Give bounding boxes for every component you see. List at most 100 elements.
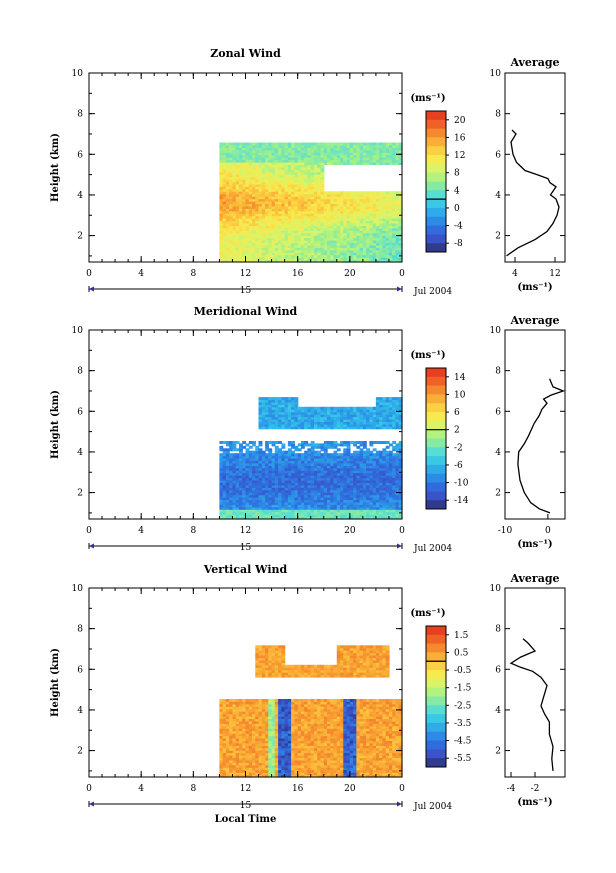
- heatmap-cell: [340, 480, 344, 483]
- heatmap-cell: [258, 506, 263, 510]
- heatmap-cell: [219, 477, 224, 481]
- heatmap-cell: [304, 455, 309, 459]
- heatmap-cell: [314, 198, 318, 202]
- heatmap-cell: [317, 465, 322, 469]
- heatmap-cell: [375, 401, 380, 405]
- heatmap-cell: [235, 142, 240, 146]
- heatmap-cell: [369, 450, 374, 454]
- heatmap-cell: [346, 455, 351, 459]
- heatmap-cell: [366, 227, 370, 231]
- heatmap-cell: [300, 181, 305, 185]
- heatmap-cell: [336, 249, 341, 253]
- heatmap-cell: [252, 227, 256, 231]
- heatmap-cell: [382, 220, 387, 224]
- heatmap-cell: [398, 472, 403, 476]
- heatmap-cell: [379, 159, 384, 163]
- heatmap-cell: [343, 448, 348, 452]
- heatmap-cell: [395, 472, 400, 476]
- heatmap-cell: [294, 144, 299, 148]
- heatmap-cell: [265, 401, 269, 405]
- heatmap-cell: [287, 480, 292, 483]
- heatmap-cell: [366, 205, 370, 209]
- heatmap-cell: [369, 416, 374, 420]
- heatmap-cell: [333, 482, 338, 486]
- heatmap-cell: [362, 154, 367, 158]
- heatmap-cell: [366, 462, 370, 466]
- heatmap-cell: [317, 198, 322, 202]
- heatmap-cell: [372, 465, 377, 469]
- heatmap-cell: [375, 259, 380, 263]
- heatmap-cell: [278, 441, 282, 444]
- heatmap-cell: [222, 142, 227, 146]
- heatmap-cell: [274, 404, 279, 408]
- heatmap-cell: [359, 240, 364, 244]
- heatmap-cell: [281, 220, 286, 224]
- colorbar: [426, 368, 446, 510]
- heatmap-cell: [304, 254, 309, 258]
- heatmap-cell: [300, 472, 305, 476]
- heatmap-cell: [284, 460, 289, 464]
- heatmap-cell: [281, 159, 286, 163]
- heatmap-cell: [310, 218, 315, 222]
- heatmap-cell: [353, 516, 357, 520]
- heatmap-cell: [389, 142, 393, 146]
- heatmap-cell: [375, 198, 380, 202]
- heatmap-cell: [284, 487, 289, 491]
- heatmap-cell: [265, 188, 269, 192]
- heatmap-cell: [261, 244, 266, 248]
- heatmap-cell: [274, 147, 279, 151]
- heatmap-cell: [336, 225, 341, 229]
- heatmap-cell: [304, 487, 309, 491]
- heatmap-cell: [258, 166, 263, 170]
- heatmap-cell: [307, 225, 312, 229]
- heatmap-cell: [258, 477, 263, 481]
- heatmap-cell: [307, 247, 312, 251]
- heatmap-cell: [271, 514, 276, 518]
- heatmap-cell: [346, 475, 351, 479]
- heatmap-cell: [346, 235, 351, 239]
- heatmap-cell: [287, 450, 292, 454]
- heatmap-cell: [261, 397, 266, 401]
- heatmap-cell: [239, 176, 243, 180]
- heatmap-cell: [382, 149, 387, 153]
- heatmap-cell: [297, 149, 302, 153]
- heatmap-cell: [229, 230, 234, 234]
- heatmap-cell: [287, 223, 292, 226]
- heatmap-cell: [382, 213, 387, 217]
- heatmap-cell: [327, 475, 331, 479]
- heatmap-cell: [327, 198, 331, 202]
- heatmap-cell: [398, 506, 403, 510]
- heatmap-cell: [353, 475, 357, 479]
- heatmap-cell: [284, 470, 289, 474]
- heatmap-cell: [252, 516, 256, 520]
- heatmap-cell: [245, 230, 250, 234]
- heatmap-cell: [369, 460, 374, 464]
- heatmap-cell: [278, 225, 282, 229]
- heatmap-cell: [320, 179, 325, 183]
- heatmap-cell: [356, 232, 361, 236]
- heatmap-cell: [258, 193, 263, 197]
- heatmap-cell: [356, 497, 361, 501]
- heatmap-cell: [307, 198, 312, 202]
- heatmap-cell: [336, 467, 341, 471]
- heatmap-cell: [274, 247, 279, 251]
- heatmap-cell: [300, 171, 305, 175]
- heatmap-cell: [310, 220, 315, 224]
- heatmap-cell: [395, 470, 400, 474]
- heatmap-cell: [297, 242, 302, 246]
- heatmap-cell: [317, 426, 322, 430]
- heatmap-cell: [385, 210, 390, 214]
- heatmap-cell: [294, 193, 299, 197]
- heatmap-cell: [274, 201, 279, 204]
- heatmap-cell: [323, 249, 328, 253]
- heatmap-cell: [294, 213, 299, 217]
- heatmap-cell: [320, 409, 325, 413]
- heatmap-cell: [346, 208, 351, 212]
- heatmap-cell: [310, 176, 315, 180]
- heatmap-cell: [300, 220, 305, 224]
- heatmap-cell: [327, 455, 331, 459]
- heatmap-cell: [307, 254, 312, 258]
- heatmap-cell: [291, 169, 295, 173]
- heatmap-cell: [278, 244, 282, 248]
- heatmap-cell: [333, 147, 338, 151]
